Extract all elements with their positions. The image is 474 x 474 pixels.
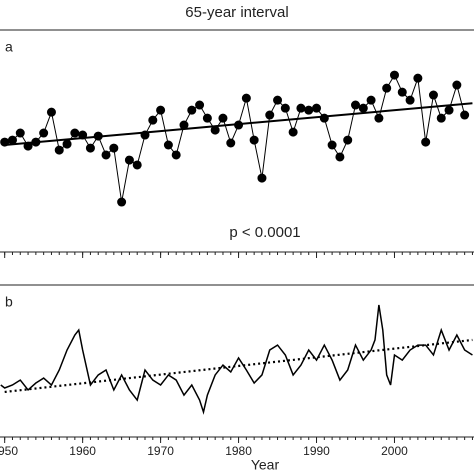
data-point xyxy=(319,113,329,123)
data-point xyxy=(210,125,220,135)
data-point xyxy=(218,113,228,123)
data-point xyxy=(148,115,158,125)
panel-label: a xyxy=(5,39,13,55)
data-point xyxy=(70,128,80,138)
x-tick-label: 2000 xyxy=(381,444,408,458)
data-point xyxy=(366,95,376,105)
data-point xyxy=(405,95,415,105)
data-point xyxy=(117,197,127,207)
data-point xyxy=(343,135,353,145)
data-point xyxy=(156,105,166,115)
data-point xyxy=(234,120,244,130)
data-point xyxy=(140,130,150,140)
data-point xyxy=(171,150,181,160)
data-point xyxy=(241,93,251,103)
trend-line xyxy=(4,338,473,394)
data-point xyxy=(413,73,423,83)
data-point xyxy=(78,130,88,140)
x-tick-label: 1950 xyxy=(0,444,18,458)
data-point xyxy=(273,95,283,105)
x-tick-label: 1970 xyxy=(147,444,174,458)
data-point xyxy=(195,100,205,110)
data-point xyxy=(421,137,431,147)
data-point xyxy=(202,113,212,123)
data-point xyxy=(335,152,345,162)
data-point xyxy=(101,150,111,160)
data-point xyxy=(54,145,64,155)
data-point xyxy=(109,143,119,153)
data-point xyxy=(382,83,392,93)
data-point xyxy=(389,70,399,80)
data-point xyxy=(327,140,337,150)
data-point xyxy=(374,113,384,123)
x-tick-label: 1990 xyxy=(303,444,330,458)
data-point xyxy=(163,140,173,150)
data-point xyxy=(265,110,275,120)
annotation: p < 0.0001 xyxy=(229,224,300,241)
data-point xyxy=(31,137,41,147)
data-point xyxy=(46,107,56,117)
x-tick-label: 1980 xyxy=(225,444,252,458)
data-point xyxy=(39,128,49,138)
data-point xyxy=(7,135,17,145)
data-point xyxy=(132,160,142,170)
x-axis-label: Year xyxy=(251,457,280,473)
data-point xyxy=(85,143,95,153)
data-point xyxy=(280,103,290,113)
data-point xyxy=(187,105,197,115)
data-point xyxy=(62,139,72,149)
figure-title: 65-year interval xyxy=(185,4,288,21)
data-point xyxy=(93,131,103,141)
data-point xyxy=(124,155,134,165)
data-point xyxy=(0,137,10,147)
data-point xyxy=(428,90,438,100)
data-line xyxy=(0,304,473,415)
data-point xyxy=(257,173,267,183)
data-point xyxy=(397,87,407,97)
x-tick-label: 1960 xyxy=(69,444,96,458)
data-point xyxy=(304,105,314,115)
data-point xyxy=(296,103,306,113)
data-point xyxy=(249,135,259,145)
data-point xyxy=(452,80,462,90)
data-point xyxy=(358,103,368,113)
data-point xyxy=(312,103,322,113)
data-point xyxy=(179,120,189,130)
data-point xyxy=(15,128,25,138)
data-point xyxy=(23,141,33,151)
data-point xyxy=(351,100,360,110)
panel-label: b xyxy=(5,294,13,310)
data-point xyxy=(460,110,470,120)
data-point xyxy=(436,113,446,123)
data-point xyxy=(288,127,298,137)
data-point xyxy=(226,138,236,148)
data-point xyxy=(444,105,454,115)
